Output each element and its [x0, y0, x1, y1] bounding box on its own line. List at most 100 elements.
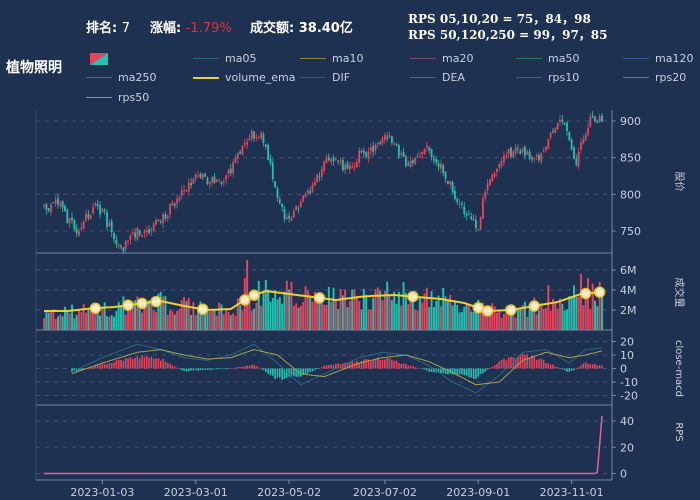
volume-bar [514, 317, 517, 330]
candle-body [52, 202, 55, 204]
macd-bar [117, 359, 120, 369]
volume-bar [292, 306, 295, 330]
candle-body [456, 198, 459, 203]
x-tick-label: 2023-01-03 [70, 486, 134, 499]
volume-bar [213, 310, 216, 330]
macd-bar [173, 366, 176, 369]
volume-bar [122, 296, 125, 330]
macd-bar [395, 360, 398, 369]
candle-body [484, 192, 487, 199]
volume-bar [127, 299, 130, 330]
legend-item-ma250[interactable]: ma250 [86, 71, 156, 84]
macd-bar [286, 368, 288, 378]
volume-bar [145, 304, 148, 330]
legend-label: ma05 [225, 52, 257, 65]
volume-bar [236, 298, 239, 330]
candle-body [598, 116, 601, 123]
legend-label: DEA [442, 71, 465, 84]
legend-item-ma10[interactable]: ma10 [300, 52, 363, 65]
macd-bar [127, 358, 129, 369]
candle-body [85, 213, 87, 221]
legend-item-ma20[interactable]: ma20 [410, 52, 473, 65]
macd-bar [353, 362, 356, 369]
volume-bar [220, 304, 223, 330]
macd-bar [169, 363, 171, 369]
legend-label: ma20 [442, 52, 474, 65]
volume-signal-marker [472, 302, 485, 314]
macd-bar [227, 368, 230, 370]
macd-bar [80, 368, 83, 371]
macd-bar [131, 358, 134, 369]
macd-bar [304, 368, 307, 375]
candle-body [43, 205, 45, 207]
volume-bar [502, 314, 505, 330]
candle-body [243, 143, 246, 145]
volume-bar [552, 298, 554, 330]
volume-bar [309, 295, 312, 330]
legend-item-ma50[interactable]: ma50 [516, 52, 579, 65]
candle-body [59, 202, 62, 207]
volume-bar [542, 308, 545, 330]
volume-bar [94, 309, 97, 330]
candle-body [306, 190, 309, 193]
rank-label: 排名: [86, 21, 118, 36]
legend-item-DEA[interactable]: DEA [410, 71, 465, 84]
legend-item-rps50[interactable]: rps50 [86, 91, 149, 104]
volume-signal-marker [197, 303, 209, 315]
candle-body [547, 138, 550, 149]
volume-bar [257, 280, 260, 330]
macd-bar [356, 360, 358, 369]
candle-body [57, 198, 59, 205]
macd-bar [166, 362, 169, 369]
legend-item-rps10[interactable]: rps10 [516, 71, 579, 84]
macd-bar [370, 361, 372, 369]
macd-bar [433, 368, 435, 373]
macd-bar [248, 365, 251, 369]
turnover-value: 38.40亿 [298, 21, 353, 36]
legend-swatch [300, 77, 326, 78]
macd-bar [234, 367, 237, 369]
macd-bar [73, 368, 76, 372]
candle-body [486, 183, 489, 191]
candles-group [43, 110, 603, 254]
candle-body [526, 151, 529, 155]
change-stat: 涨幅: -1.79% [150, 17, 232, 36]
volume-signal-marker [122, 299, 134, 311]
macd-bar [346, 362, 349, 369]
candle-body [120, 245, 122, 247]
volume-bar [481, 302, 484, 330]
legend-item-volume-ema[interactable]: volume_ema [193, 71, 295, 84]
candle-body [339, 160, 342, 162]
macd-bar [360, 360, 363, 369]
volume-bar [428, 307, 431, 330]
legend-item-rps20[interactable]: rps20 [623, 71, 686, 84]
rank-stat: 排名: 7 [86, 17, 130, 36]
candle-body [208, 181, 211, 184]
volume-bar [178, 309, 181, 330]
volume-tick-label: 6M [620, 264, 637, 277]
legend-item-ma05[interactable]: ma05 [193, 52, 256, 65]
macd-bar [451, 368, 454, 375]
volume-bar [477, 299, 480, 330]
volume-bar [507, 309, 510, 330]
volume-bar [358, 301, 361, 330]
candle-body [465, 214, 468, 216]
volume-signal-marker [528, 300, 541, 312]
candle-body [176, 198, 178, 204]
legend-item-DIF[interactable]: DIF [300, 71, 350, 84]
candle-body [498, 163, 501, 168]
legend-label: ma250 [118, 71, 157, 84]
macd-bar [204, 368, 206, 370]
macd-bar [430, 368, 433, 372]
macd-bar [547, 363, 550, 369]
legend-item-ma120[interactable]: ma120 [623, 52, 693, 65]
candle-body [225, 175, 228, 180]
macd-bar [517, 356, 519, 369]
volume-bar [304, 286, 307, 330]
volume-bar [598, 281, 601, 330]
macd-bar [556, 367, 559, 369]
volume-bar [587, 278, 589, 330]
candle-body [320, 169, 323, 177]
candle-body [337, 160, 340, 162]
candle-body [61, 200, 64, 208]
